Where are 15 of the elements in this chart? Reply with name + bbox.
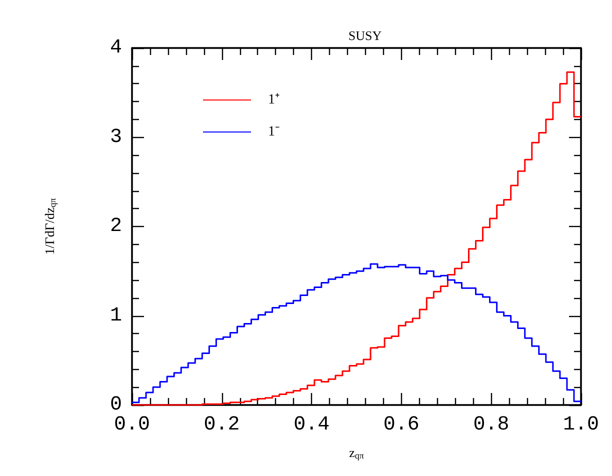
y-axis-title: 1/ΓdΓ/dzqπ (42, 198, 58, 255)
x-tick-label: 0.2 (204, 414, 240, 436)
y-tick-label: 2 (110, 215, 122, 238)
y-tick-label: 0 (110, 394, 122, 416)
legend-label: 1⁻ (268, 124, 280, 140)
x-tick-label: 0.4 (294, 414, 330, 436)
x-tick-label: 0.6 (383, 414, 420, 436)
x-tick-label: 0.0 (114, 414, 150, 436)
y-tick-label: 1 (110, 304, 122, 328)
y-tick-label: 3 (110, 126, 122, 149)
legend-label: 1⁺ (268, 92, 280, 108)
y-tick-label: 4 (110, 36, 122, 60)
chart-title: SUSY (348, 28, 382, 43)
x-tick-label: 0.8 (473, 414, 510, 436)
x-tick-label: 1.0 (562, 414, 600, 436)
